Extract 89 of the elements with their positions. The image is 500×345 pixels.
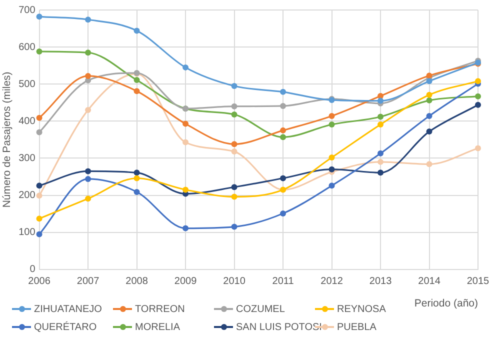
point — [231, 184, 238, 190]
x-tick-label: 2008 — [126, 276, 148, 288]
x-tick-label: 2010 — [223, 276, 246, 288]
y-tick-label: 200 — [18, 190, 36, 202]
x-axis-title: Periodo (año) — [414, 298, 478, 310]
y-tick-label: 100 — [18, 227, 36, 238]
point — [36, 114, 42, 121]
point — [134, 188, 140, 195]
legend-label: TORREON — [135, 304, 185, 314]
point — [182, 64, 189, 70]
point — [426, 161, 432, 168]
y-tick-label: 0 — [30, 264, 36, 276]
point — [134, 170, 140, 176]
point — [85, 196, 92, 202]
point — [280, 175, 286, 182]
point — [280, 88, 286, 95]
point — [475, 78, 481, 84]
y-tick-label: 400 — [18, 116, 36, 127]
point — [426, 112, 432, 119]
point — [182, 120, 189, 127]
point — [426, 92, 432, 98]
point — [378, 98, 384, 104]
point — [378, 114, 384, 120]
point — [378, 150, 384, 156]
legend-label: ZIHUATANEJO — [34, 304, 102, 314]
point — [426, 78, 432, 84]
point — [134, 88, 140, 94]
point — [328, 122, 335, 128]
point — [426, 128, 432, 135]
point — [85, 16, 92, 23]
point — [475, 93, 481, 100]
point — [231, 112, 238, 118]
point — [231, 141, 238, 148]
point — [134, 175, 140, 182]
point — [280, 102, 286, 109]
point — [378, 92, 384, 99]
point — [378, 158, 384, 165]
point — [36, 231, 42, 238]
point — [85, 72, 92, 79]
point — [378, 170, 384, 176]
x-tick-label: 2014 — [418, 276, 441, 288]
y-tick-label: 700 — [18, 4, 36, 16]
legend-label: QUERÉTARO — [34, 322, 97, 332]
point — [280, 210, 286, 216]
x-tick-label: 2015 — [466, 276, 490, 288]
point — [231, 103, 238, 110]
point — [280, 127, 286, 134]
point — [378, 122, 384, 128]
point — [475, 145, 481, 152]
point — [134, 28, 140, 34]
x-tick-label: 2012 — [320, 276, 344, 288]
point — [85, 176, 92, 182]
point — [231, 224, 238, 230]
legend-label: COZUMEL — [236, 304, 285, 314]
point — [182, 186, 189, 193]
x-tick-label: 2006 — [28, 276, 51, 288]
point — [231, 82, 238, 89]
legend-label: PUEBLA — [337, 322, 376, 332]
x-tick-label: 2011 — [272, 276, 294, 288]
point — [36, 182, 42, 189]
point — [475, 102, 481, 108]
point — [280, 134, 286, 140]
y-tick-label: 600 — [18, 42, 36, 53]
point — [328, 166, 335, 172]
y-tick-label: 300 — [18, 152, 36, 164]
x-tick-label: 2013 — [369, 276, 392, 288]
point — [231, 194, 238, 200]
y-axis-title: Número de Pasajeros (miles) — [1, 72, 14, 208]
point — [36, 192, 42, 199]
point — [182, 139, 189, 146]
point — [85, 168, 92, 174]
x-tick-label: 2009 — [174, 276, 198, 288]
point — [36, 48, 42, 55]
point — [231, 148, 238, 155]
point — [328, 112, 335, 119]
point — [36, 129, 42, 136]
point — [134, 77, 140, 84]
y-tick-label: 500 — [18, 78, 36, 90]
point — [328, 154, 335, 160]
point — [328, 182, 335, 189]
point — [85, 107, 92, 114]
x-tick-label: 2007 — [76, 276, 100, 288]
point — [36, 216, 42, 222]
legend-label: REYNOSA — [337, 304, 386, 314]
point — [85, 50, 92, 56]
point — [182, 225, 189, 232]
legend-label: MORELIA — [135, 322, 180, 332]
point — [426, 97, 432, 104]
point — [36, 14, 42, 20]
